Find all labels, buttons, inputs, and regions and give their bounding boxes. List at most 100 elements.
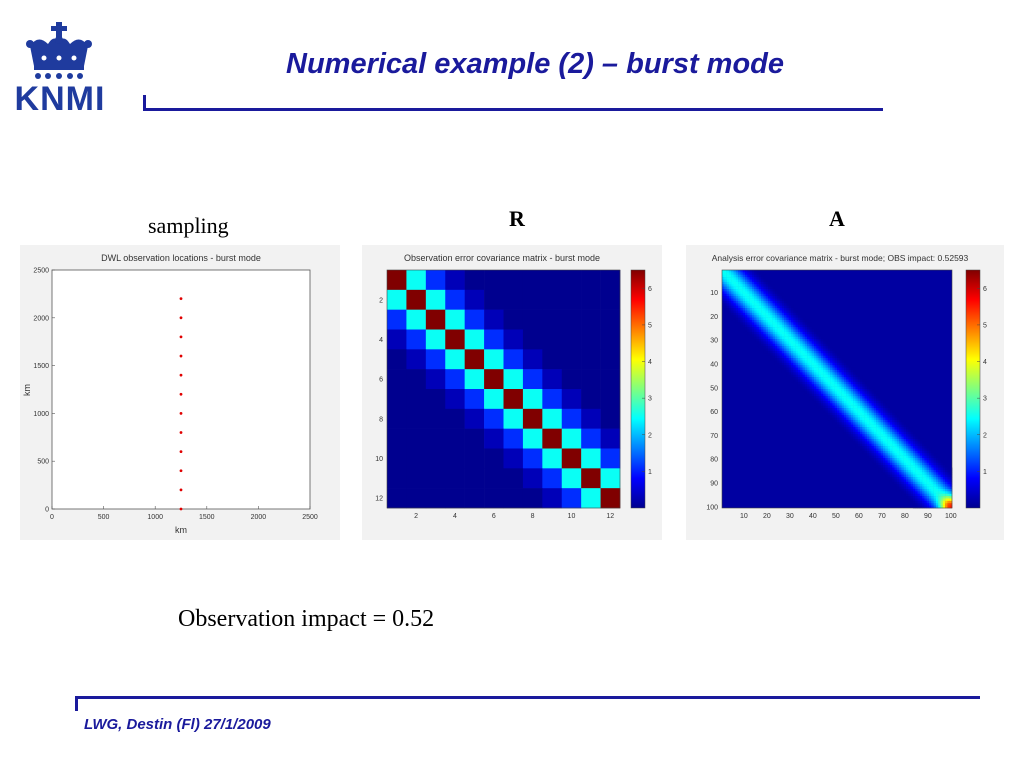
a-matrix-cell <box>850 365 854 368</box>
a-matrix-cell <box>781 300 785 304</box>
a-matrix-cell <box>919 481 923 485</box>
a-matrix-cell <box>924 443 927 447</box>
a-matrix-cell <box>892 479 895 483</box>
a-matrix-cell <box>846 391 849 395</box>
a-matrix-cell <box>837 381 840 385</box>
a-matrix-cell <box>887 455 891 459</box>
a-matrix-cell <box>915 484 918 487</box>
a-matrix-cell <box>906 488 909 492</box>
a-matrix-cell <box>883 469 886 473</box>
a-matrix-cell <box>830 353 833 356</box>
a-matrix-cell <box>788 350 792 354</box>
a-matrix-cell <box>843 400 847 404</box>
a-matrix-cell <box>765 327 769 330</box>
a-matrix-cell <box>949 496 953 499</box>
a-matrix-cell <box>800 355 803 359</box>
r-matrix-cell <box>600 389 621 410</box>
a-matrix-cell <box>871 400 875 404</box>
a-matrix-cell <box>722 272 725 276</box>
a-matrix-cell <box>768 308 771 311</box>
a-matrix-cell <box>887 438 891 442</box>
a-matrix-cell <box>768 339 771 342</box>
a-matrix-cell <box>869 417 872 421</box>
a-matrix-cell <box>784 296 787 299</box>
a-matrix-cell <box>878 458 881 461</box>
a-matrix-cell <box>765 339 769 342</box>
a-matrix-cell <box>832 419 835 423</box>
a-matrix-cell <box>933 498 937 502</box>
a-matrix-cell <box>756 298 760 302</box>
a-matrix-cell <box>945 500 948 504</box>
a-matrix-cell <box>742 329 746 333</box>
y-tick-label: 0 <box>45 507 49 514</box>
r-title: Observation error covariance matrix - bu… <box>404 253 600 263</box>
a-matrix-cell <box>924 472 927 475</box>
a-matrix-cell <box>869 453 872 456</box>
a-matrix-cell <box>777 348 780 352</box>
a-matrix-cell <box>922 481 925 485</box>
a-matrix-cell <box>912 438 916 442</box>
a-matrix-cell <box>887 417 891 421</box>
a-matrix-cell <box>889 446 893 449</box>
a-matrix-cell <box>788 303 792 306</box>
a-matrix-cell <box>896 446 900 449</box>
a-matrix-cell <box>807 319 810 323</box>
a-matrix-cell <box>945 462 948 466</box>
a-matrix-cell <box>733 279 737 283</box>
r-matrix-cell <box>542 329 563 350</box>
a-matrix-cell <box>873 434 877 437</box>
a-matrix-cell <box>735 274 739 278</box>
a-matrix-cell <box>892 462 895 466</box>
a-matrix-cell <box>912 486 916 490</box>
a-matrix-cell <box>765 317 769 321</box>
a-matrix-cell <box>811 386 815 390</box>
a-matrix-cell <box>903 427 907 430</box>
r-matrix-cell <box>542 270 563 291</box>
a-matrix-cell <box>853 441 856 444</box>
a-matrix-cell <box>825 343 829 347</box>
a-matrix-cell <box>761 289 764 292</box>
x-tick-label: 0 <box>50 514 54 521</box>
a-matrix-cell <box>841 415 845 418</box>
a-matrix-cell <box>770 322 773 325</box>
a-matrix-cell <box>873 450 877 454</box>
a-matrix-cell <box>935 498 939 502</box>
a-matrix-cell <box>883 462 886 466</box>
a-matrix-cell <box>811 329 815 333</box>
a-matrix-cell <box>807 353 810 356</box>
a-matrix-cell <box>901 486 904 490</box>
a-matrix-cell <box>761 291 764 295</box>
a-matrix-cell <box>772 300 776 304</box>
a-matrix-cell <box>802 384 806 387</box>
a-matrix-cell <box>853 438 856 442</box>
a-matrix-cell <box>788 324 792 328</box>
a-matrix-cell <box>871 434 875 437</box>
a-matrix-cell <box>793 374 796 378</box>
a-matrix-cell <box>791 336 794 340</box>
a-matrix-cell <box>763 350 766 354</box>
a-matrix-cell <box>841 367 845 371</box>
a-matrix-cell <box>887 474 891 478</box>
a-matrix-cell <box>738 319 741 323</box>
a-matrix-cell <box>878 467 881 471</box>
a-matrix-cell <box>772 319 776 323</box>
a-matrix-cell <box>857 379 861 383</box>
a-matrix-cell <box>869 455 872 459</box>
a-matrix-cell <box>906 486 909 490</box>
a-matrix-cell <box>751 308 755 311</box>
a-matrix-cell <box>896 479 900 483</box>
a-matrix-cell <box>926 467 930 471</box>
a-matrix-cell <box>839 353 842 356</box>
r-matrix-cell <box>425 270 446 291</box>
a-matrix-cell <box>765 334 769 337</box>
a-matrix-cell <box>862 441 865 444</box>
a-matrix-cell <box>901 429 904 433</box>
a-matrix-cell <box>894 481 898 485</box>
a-matrix-cell <box>774 293 778 297</box>
a-matrix-cell <box>772 336 776 340</box>
a-matrix-cell <box>899 474 902 478</box>
a-matrix-cell <box>876 462 879 466</box>
a-matrix-cell <box>731 296 734 299</box>
a-matrix-cell <box>834 360 838 364</box>
a-matrix-cell <box>825 410 829 414</box>
